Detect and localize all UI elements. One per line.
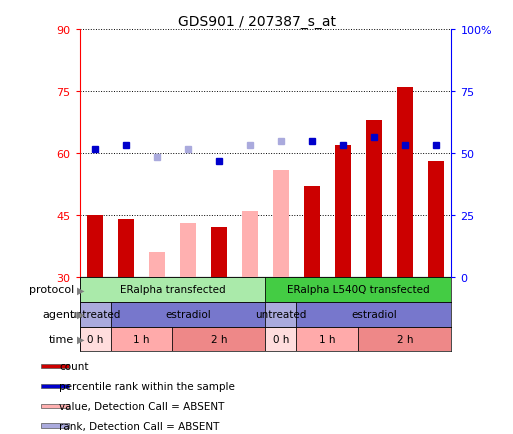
Bar <box>80 277 265 302</box>
Text: estradiol: estradiol <box>351 309 397 319</box>
Bar <box>265 302 297 327</box>
Bar <box>335 146 351 277</box>
Bar <box>172 327 265 352</box>
Text: protocol: protocol <box>29 285 74 295</box>
Bar <box>80 302 110 327</box>
Bar <box>297 302 451 327</box>
Bar <box>428 162 444 277</box>
Bar <box>397 88 412 277</box>
Text: ▶: ▶ <box>77 309 85 319</box>
Text: value, Detection Call = ABSENT: value, Detection Call = ABSENT <box>59 401 224 411</box>
Text: 0 h: 0 h <box>273 334 289 344</box>
Bar <box>41 404 69 408</box>
Bar <box>211 228 227 277</box>
Bar <box>80 327 110 352</box>
Bar <box>180 224 196 277</box>
Bar <box>366 121 382 277</box>
Text: rank, Detection Call = ABSENT: rank, Detection Call = ABSENT <box>59 421 220 431</box>
Bar <box>297 327 359 352</box>
Bar <box>149 253 165 277</box>
Bar <box>242 211 258 277</box>
Text: 1 h: 1 h <box>133 334 150 344</box>
Bar <box>110 302 266 327</box>
Bar <box>41 364 69 368</box>
Text: agent: agent <box>42 309 74 319</box>
Text: 0 h: 0 h <box>87 334 103 344</box>
Text: ERalpha transfected: ERalpha transfected <box>120 285 225 295</box>
Bar <box>41 384 69 388</box>
Text: GDS901 / 207387_s_at: GDS901 / 207387_s_at <box>177 15 336 29</box>
Text: 2 h: 2 h <box>211 334 227 344</box>
Text: untreated: untreated <box>255 309 307 319</box>
Bar <box>273 170 289 277</box>
Text: ▶: ▶ <box>77 334 85 344</box>
Bar <box>304 187 320 277</box>
Text: untreated: untreated <box>69 309 121 319</box>
Text: ▶: ▶ <box>77 285 85 295</box>
Bar <box>265 327 297 352</box>
Text: ERalpha L540Q transfected: ERalpha L540Q transfected <box>287 285 430 295</box>
Bar <box>359 327 451 352</box>
Bar <box>87 216 103 277</box>
Text: estradiol: estradiol <box>165 309 211 319</box>
Text: 2 h: 2 h <box>397 334 413 344</box>
Bar <box>41 424 69 428</box>
Bar <box>265 277 451 302</box>
Bar <box>119 220 134 277</box>
Text: percentile rank within the sample: percentile rank within the sample <box>59 381 235 391</box>
Bar <box>110 327 172 352</box>
Text: 1 h: 1 h <box>319 334 336 344</box>
Text: time: time <box>49 334 74 344</box>
Text: count: count <box>59 362 89 372</box>
